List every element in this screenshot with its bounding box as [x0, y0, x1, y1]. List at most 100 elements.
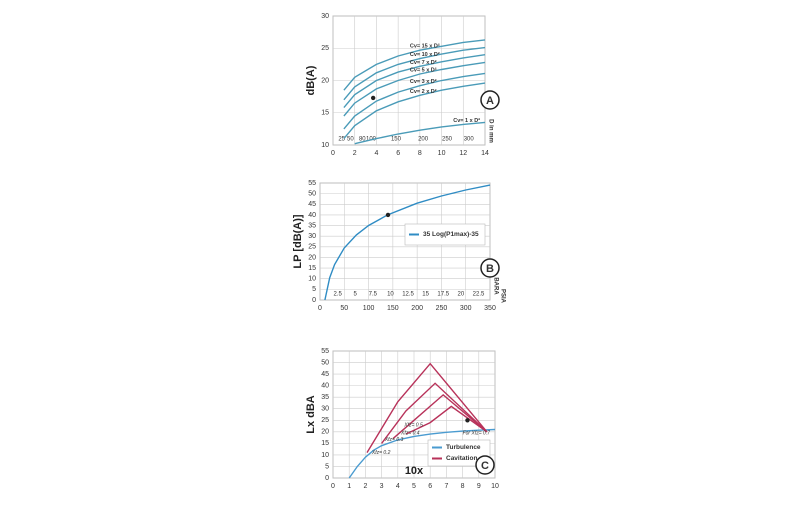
series-line [343, 61, 486, 117]
x-tick-label: 350 [484, 305, 496, 312]
annotation: Xfz= 0.3 [384, 437, 404, 443]
x2-axis-label: BARA [492, 277, 498, 295]
y-axis-label: Lx dBA [305, 395, 317, 434]
y-tick-label: 45 [308, 201, 316, 208]
y-tick-label: 50 [308, 190, 316, 197]
series-line [324, 184, 491, 301]
curve-label: Cv= 15 x D² [410, 43, 440, 50]
y-tick-label: 10 [308, 276, 316, 283]
legend-label: Cavitation [446, 455, 477, 462]
y-axis-label: dB(A) [305, 65, 317, 95]
x-unit-label: PSIA [499, 289, 505, 304]
x-tick-label: 200 [411, 305, 423, 312]
y-tick-label: 0 [325, 475, 329, 482]
x-tick-label: 3 [380, 483, 384, 490]
annotation: Xfz= 0.5 [403, 423, 423, 429]
series-line [354, 121, 486, 145]
x-tick-label: 10 [491, 483, 499, 490]
x-tick-label: 4 [374, 150, 378, 157]
x-tick-label: 1 [347, 483, 351, 490]
curve-label: Cv= 2 x D² [410, 88, 437, 95]
x-tick-label: 2 [353, 150, 357, 157]
badge [480, 90, 500, 110]
legend [404, 223, 486, 246]
series-line [343, 46, 486, 101]
x2-axis-label: D in mm [487, 119, 493, 143]
annotation: For Xfz= 0.7 [463, 430, 491, 436]
series-line [343, 54, 486, 109]
y-tick-label: 20 [321, 429, 329, 436]
y-tick-label: 15 [321, 110, 329, 117]
badge [475, 455, 495, 475]
x-tick-label: 0 [331, 150, 335, 157]
x-axis-label: 10x [405, 465, 424, 477]
y-tick-label: 45 [321, 371, 329, 378]
x-tick-label: 50 [340, 305, 348, 312]
marker [465, 418, 470, 423]
x2-tick-label: 17.5 [437, 292, 449, 298]
y-tick-label: 30 [308, 233, 316, 240]
y-tick-label: 25 [321, 45, 329, 52]
x2-tick-label: 12.5 [402, 292, 414, 298]
x-tick-label: 100 [363, 305, 375, 312]
y-tick-label: 55 [308, 180, 316, 187]
x-tick-label: 9 [477, 483, 481, 490]
y-tick-label: 20 [321, 77, 329, 84]
y-tick-label: 35 [321, 394, 329, 401]
x-tick-label: 12 [459, 150, 467, 157]
series-line [348, 428, 496, 479]
x-tick-label: 5 [412, 483, 416, 490]
x-tick-label: 8 [461, 483, 465, 490]
legend-label: 35 Log(P1max)-35 [423, 231, 479, 238]
series-line [366, 362, 488, 453]
marker [385, 212, 391, 218]
y-tick-label: 5 [325, 463, 329, 470]
badge-label: A [486, 95, 494, 107]
badge-label: C [481, 460, 489, 472]
x-tick-label: 14 [481, 150, 489, 157]
annotation: Xfz= 0.2 [371, 450, 391, 456]
x2-tick-label: 10 [387, 292, 394, 298]
curve-label: Cv= 3 x D² [410, 78, 437, 85]
marker [370, 95, 376, 101]
y-tick-label: 15 [321, 440, 329, 447]
curve-label: Cv= 10 x D² [410, 51, 440, 58]
x-tick-label: 10 [438, 150, 446, 157]
curve-label: Cv= 7 x D² [410, 59, 437, 66]
series-line [381, 382, 488, 444]
y-tick-label: 5 [312, 286, 316, 293]
x-tick-label: 6 [428, 483, 432, 490]
y-tick-label: 25 [308, 244, 316, 251]
x2-tick-label: 20 [458, 292, 465, 298]
x-tick-label: 4 [396, 483, 400, 490]
x-tick-label: 7 [444, 483, 448, 490]
y-tick-label: 30 [321, 13, 329, 20]
x2-tick-label: 2.5 [333, 292, 342, 298]
x2-tick-label: 5 [354, 292, 358, 298]
series-line [343, 82, 486, 140]
y-tick-label: 10 [321, 142, 329, 149]
x-tick-label: 2 [363, 483, 367, 490]
x2-tick-label: 150 [391, 137, 402, 143]
annotation: Xfz= 0.4 [400, 430, 420, 436]
badge [480, 258, 500, 278]
y-tick-label: 30 [321, 406, 329, 413]
x2-tick-label: 15 [422, 292, 429, 298]
y-tick-label: 10 [321, 452, 329, 459]
y-tick-label: 15 [308, 265, 316, 272]
badge-label: B [486, 263, 494, 275]
y-tick-label: 40 [308, 212, 316, 219]
x2-tick-label: 250 [442, 137, 453, 143]
x2-tick-label: 80 [359, 137, 366, 143]
x-tick-label: 0 [318, 305, 322, 312]
x2-tick-label: 200 [418, 137, 429, 143]
y-tick-label: 25 [321, 417, 329, 424]
x2-tick-label: 50 [347, 137, 354, 143]
x2-tick-label: 25 [338, 137, 345, 143]
x-tick-label: 6 [396, 150, 400, 157]
curve-label: Cv= 1 x D² [453, 117, 480, 124]
x-tick-label: 300 [460, 305, 472, 312]
y-tick-label: 35 [308, 222, 316, 229]
y-tick-label: 40 [321, 382, 329, 389]
